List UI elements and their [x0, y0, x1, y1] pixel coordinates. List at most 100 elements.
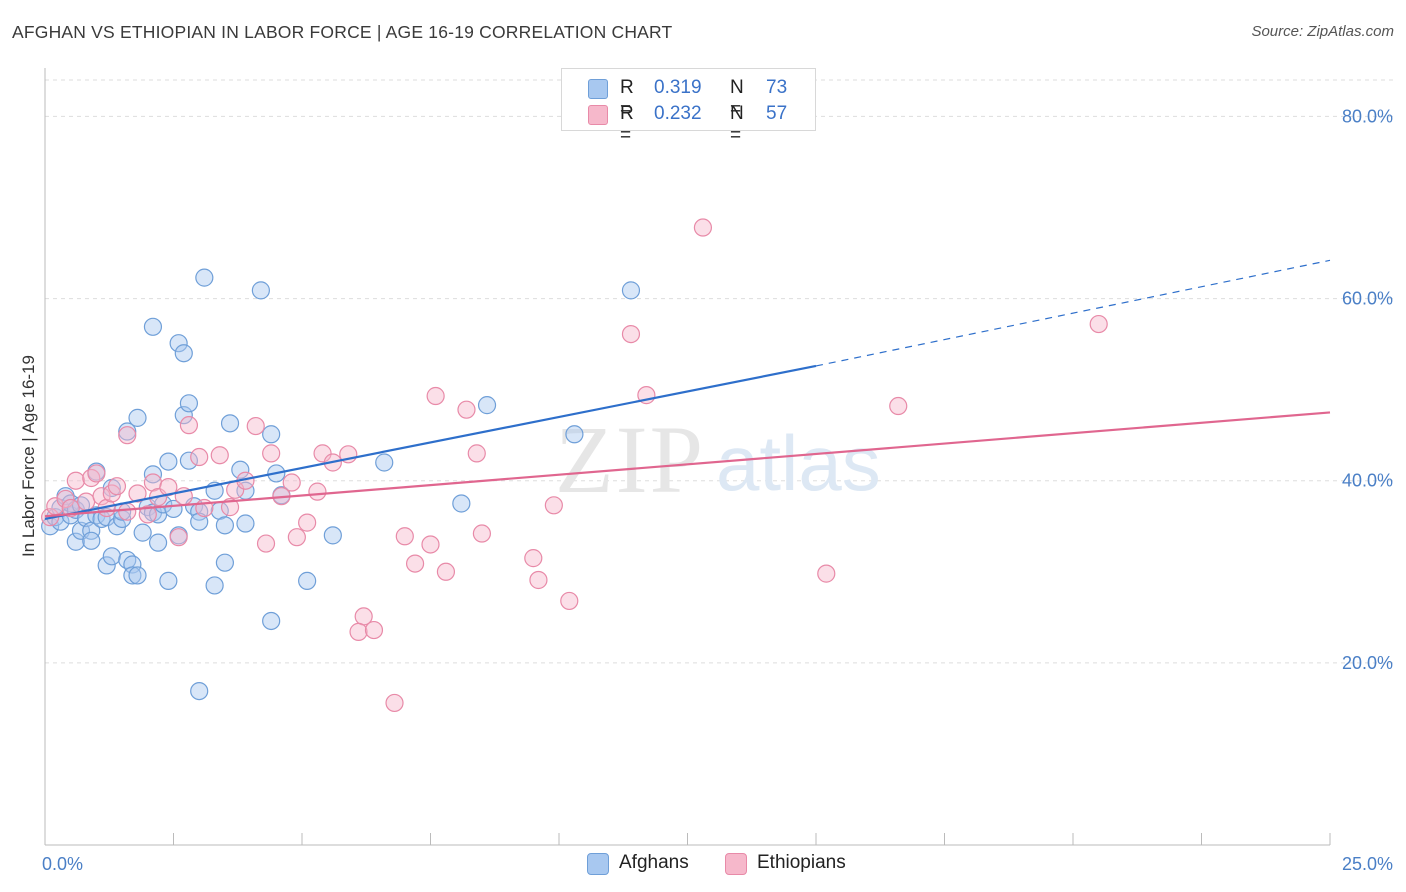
- ethiopian-point: [364, 620, 384, 640]
- afghan-point: [251, 281, 270, 300]
- ethiopian-point: [66, 471, 85, 490]
- watermark: ZIP atlas: [555, 406, 881, 513]
- afghan-point: [179, 394, 199, 413]
- ethiopian-point: [77, 492, 96, 511]
- ethiopian-point: [190, 447, 209, 467]
- afghan-point: [82, 531, 101, 550]
- afghan-point: [565, 425, 584, 444]
- afghan-point: [375, 453, 394, 472]
- ethiopian-point: [405, 554, 425, 573]
- afghan-trend-extension: [815, 259, 1331, 367]
- afghan-point: [477, 396, 497, 415]
- ethiopian-point: [349, 622, 368, 641]
- ethiopian-swatch: [588, 105, 608, 125]
- afghan-point: [262, 425, 281, 444]
- legend-n-label: N =: [730, 77, 744, 120]
- ethiopian-point: [256, 534, 276, 553]
- ethiopian-point: [544, 496, 563, 515]
- afghan-point: [97, 556, 116, 575]
- watermark-atlas: atlas: [716, 419, 881, 507]
- chart-source: Source: ZipAtlas.com: [1251, 23, 1394, 40]
- ethiopian-point: [92, 487, 111, 506]
- afghan-point: [159, 571, 178, 590]
- afghan-point: [190, 512, 209, 531]
- afghan-point: [231, 460, 250, 479]
- ethiopian-point: [436, 562, 456, 581]
- afghan-point: [195, 268, 214, 287]
- ethiopian-point: [889, 396, 908, 416]
- afghan-point: [123, 566, 142, 585]
- y-tick-label: 20.0%: [1342, 653, 1393, 673]
- afghan-swatch: [588, 79, 608, 99]
- ethiopian-legend-swatch: [725, 853, 747, 875]
- legend-r-label: R =: [620, 103, 634, 146]
- afghan-legend-swatch: [587, 853, 609, 875]
- ethiopian-point: [210, 446, 229, 465]
- legend-n-label: N =: [730, 103, 744, 146]
- ethiopian-point: [179, 416, 199, 435]
- ethiopian-point: [560, 591, 579, 611]
- legend-r-label: R =: [620, 77, 634, 120]
- ethiopian-point: [457, 400, 476, 419]
- axes: [44, 68, 1331, 846]
- afghan-point: [205, 576, 224, 595]
- afghan-point: [621, 281, 641, 300]
- data-points: [41, 218, 1108, 713]
- watermark-zip: ZIP: [555, 406, 705, 513]
- ethiopian-point: [621, 324, 641, 344]
- y-axis-label: In Labor Force | Age 16-19: [19, 355, 38, 557]
- afghan-point: [133, 523, 152, 542]
- ethiopian-point: [128, 484, 147, 503]
- x-tick-label: 25.0%: [1342, 854, 1393, 874]
- afghan-point: [179, 451, 199, 470]
- legend-n-value: 73: [766, 77, 788, 98]
- ethiopian-point: [287, 528, 306, 547]
- ethiopian-legend-label: Ethiopians: [757, 852, 846, 873]
- afghan-point: [143, 317, 163, 336]
- afghan-point: [215, 553, 234, 572]
- afghan-point: [148, 533, 168, 552]
- afghan-point: [102, 547, 121, 566]
- ethiopian-point: [817, 564, 836, 583]
- afghan-point: [128, 408, 147, 427]
- ethiopian-point: [87, 464, 106, 483]
- ethiopian-point: [395, 527, 414, 546]
- grid: [45, 79, 1395, 664]
- afghan-point: [220, 414, 240, 433]
- ethiopian-point: [262, 444, 281, 463]
- correlation-legend: R = 0.319 N = 73 R = 0.232 N = 57: [561, 68, 816, 146]
- afghan-point: [128, 566, 147, 585]
- ethiopian-point: [246, 416, 265, 436]
- afghan-point: [159, 452, 178, 471]
- ethiopian-point: [169, 528, 188, 547]
- afghan-trend-line: [44, 364, 817, 521]
- ethiopian-point: [467, 444, 486, 463]
- ethiopian-point: [298, 513, 317, 532]
- ethiopian-point: [472, 524, 491, 543]
- afghan-point: [452, 494, 471, 513]
- x-tick-label: 0.0%: [42, 854, 83, 874]
- ethiopian-point: [529, 570, 548, 590]
- afghan-point: [323, 526, 342, 545]
- ethiopian-point: [385, 693, 404, 713]
- ethiopian-point: [693, 218, 713, 237]
- trend-lines: [44, 259, 1331, 521]
- legend-r-value: 0.232: [654, 103, 702, 124]
- series-legend: Afghans Ethiopians: [0, 852, 1406, 880]
- ethiopian-trend-line: [44, 411, 1331, 518]
- ethiopian-point: [426, 386, 445, 406]
- chart-title: AFGHAN VS ETHIOPIAN IN LABOR FORCE | AGE…: [12, 22, 673, 42]
- legend-n-value: 57: [766, 103, 788, 124]
- ethiopian-point: [308, 482, 327, 501]
- afghan-point: [66, 532, 85, 551]
- afghan-point: [174, 406, 193, 425]
- y-tick-label: 40.0%: [1342, 471, 1393, 491]
- ethiopian-point: [107, 477, 127, 496]
- afghan-point: [215, 516, 234, 535]
- ethiopian-point: [138, 505, 157, 524]
- y-tick-label: 60.0%: [1342, 289, 1393, 309]
- ethiopian-point: [1089, 314, 1108, 334]
- afghan-point: [190, 681, 209, 701]
- y-tick-label: 80.0%: [1342, 106, 1393, 126]
- afghan-point: [174, 344, 193, 363]
